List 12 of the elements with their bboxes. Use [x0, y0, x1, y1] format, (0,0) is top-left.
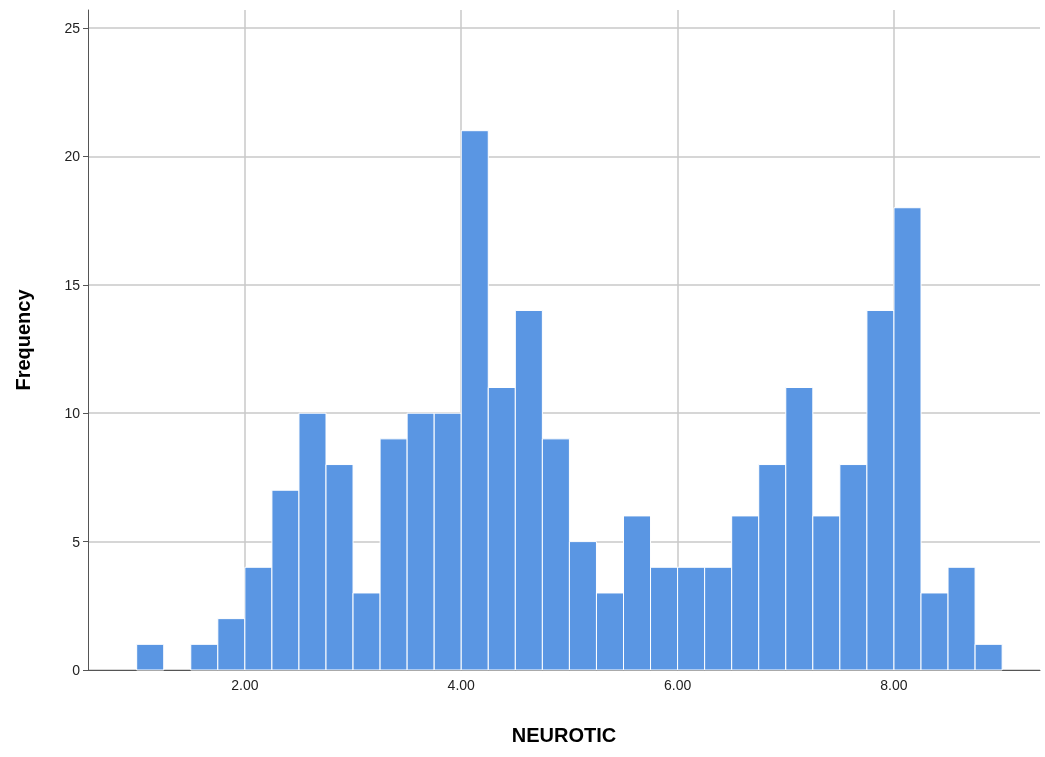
- y-tick-label: 10: [64, 405, 81, 422]
- y-tick-label: 5: [72, 533, 81, 550]
- x-tick-label: 8.00: [880, 677, 908, 693]
- x-tick-label: 2.00: [231, 677, 259, 693]
- x-tick-label: 4.00: [447, 677, 476, 693]
- y-tick-label: 0: [72, 662, 81, 678]
- y-tick-label: 20: [64, 148, 81, 165]
- x-tick-label: 6.00: [663, 677, 692, 693]
- y-tick-label: 25: [64, 19, 81, 36]
- x-axis-title: NEUROTIC: [511, 724, 617, 746]
- y-axis-title: Frequency: [12, 288, 34, 391]
- y-tick-label: 15: [64, 276, 81, 293]
